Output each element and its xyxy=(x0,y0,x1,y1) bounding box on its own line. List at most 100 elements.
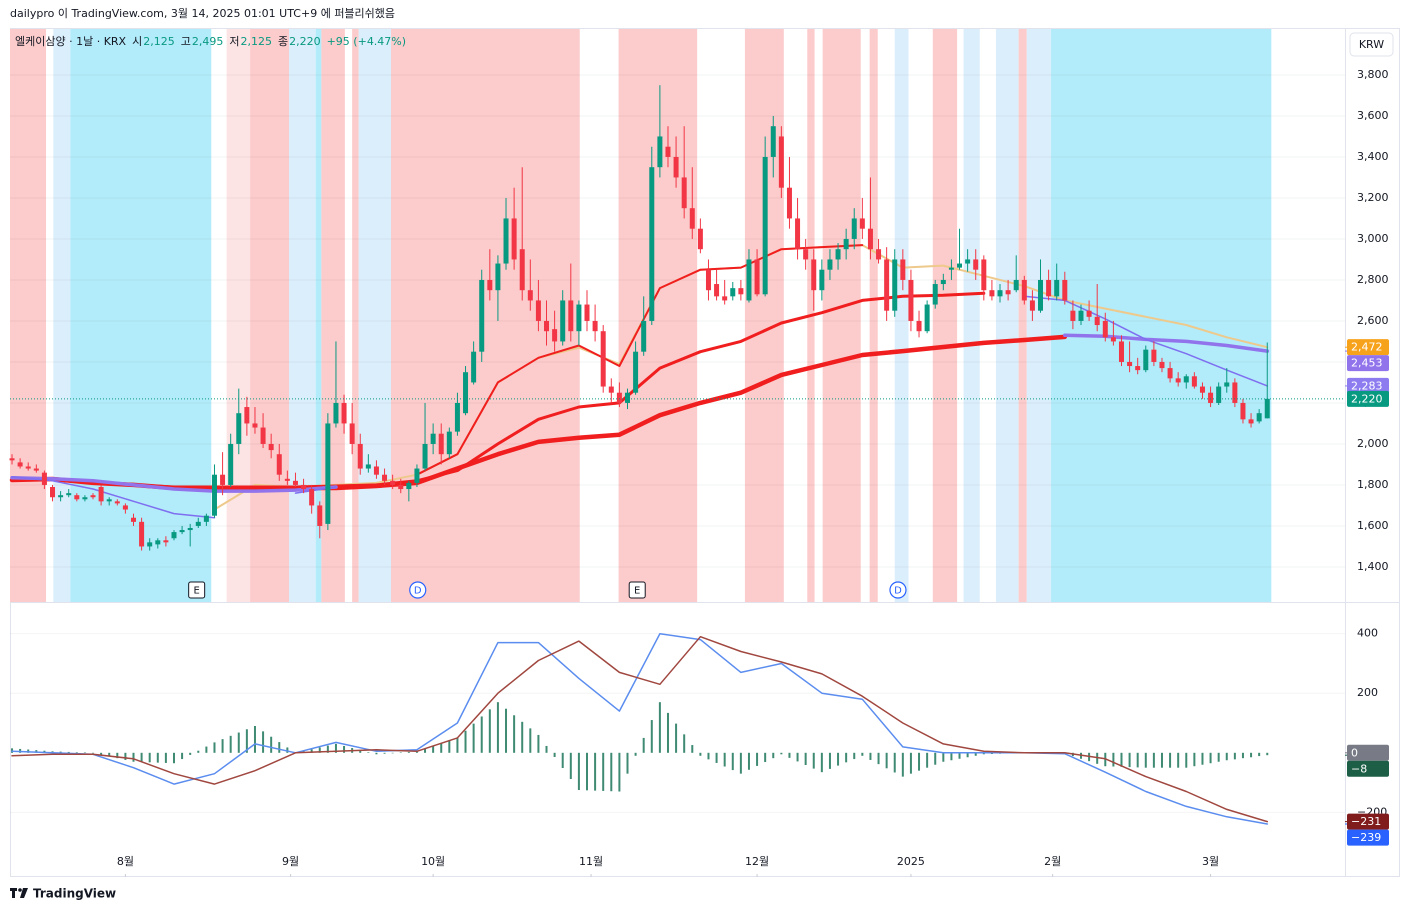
candle-body xyxy=(1021,279,1027,301)
y-tick-label: 3,800 xyxy=(1357,68,1389,81)
price-label-bg xyxy=(1347,390,1389,407)
candle-body xyxy=(940,279,946,285)
candle-body xyxy=(867,228,873,250)
histogram-bar xyxy=(586,752,589,791)
signal-band xyxy=(70,29,212,602)
candle-body xyxy=(592,320,598,332)
candle-body xyxy=(236,413,242,444)
y-tick-label: 3,200 xyxy=(1357,191,1389,204)
event-marker xyxy=(188,581,206,599)
price-label-bg xyxy=(1347,355,1389,372)
candle-body xyxy=(244,407,250,424)
price-label-bg xyxy=(1347,813,1389,830)
histogram-bar xyxy=(172,752,175,764)
candle-body xyxy=(1094,316,1100,326)
histogram-bar xyxy=(1144,752,1147,768)
histogram-bar xyxy=(569,752,572,780)
signal-band xyxy=(226,29,251,602)
indicator-line xyxy=(10,291,986,489)
candle-body xyxy=(948,267,954,270)
candle-body xyxy=(843,238,849,250)
histogram-bar xyxy=(1169,752,1172,768)
histogram-bar xyxy=(699,752,702,756)
published-note: dailypro 이 TradingView.com, 3월 14, 2025 … xyxy=(10,7,395,20)
histogram-bar xyxy=(156,752,159,763)
price-label: 2,283 xyxy=(1351,379,1383,392)
candle-body xyxy=(220,474,226,485)
candle-body xyxy=(1264,398,1270,419)
histogram-bar xyxy=(950,752,953,761)
histogram-bar xyxy=(642,737,645,753)
candle-body xyxy=(446,431,452,455)
candle-body xyxy=(819,269,825,291)
candle-body xyxy=(495,263,501,291)
candle-body xyxy=(1224,382,1230,387)
candle-body xyxy=(859,218,865,229)
candle-body xyxy=(228,443,234,485)
histogram-bar xyxy=(213,742,216,753)
price-label: −239 xyxy=(1351,831,1381,844)
histogram-bar xyxy=(658,702,661,753)
candle-body xyxy=(746,259,752,301)
price-label: 2,220 xyxy=(1351,392,1383,405)
currency-label[interactable]: KRW xyxy=(1359,38,1384,51)
candle-body xyxy=(58,495,64,498)
histogram-bar xyxy=(602,752,605,791)
histogram-bar xyxy=(594,752,597,791)
candle-body xyxy=(1248,419,1254,424)
histogram-bar xyxy=(278,742,281,753)
candle-body xyxy=(406,482,412,490)
candle-body xyxy=(876,249,882,260)
candle-body xyxy=(973,259,979,270)
signal-band xyxy=(894,29,909,602)
x-tick-label: 10월 xyxy=(421,855,445,868)
histogram-bar xyxy=(1250,752,1253,758)
histogram-bar xyxy=(464,730,467,753)
candle-body xyxy=(835,249,841,260)
event-label: D xyxy=(414,586,422,597)
candle-body xyxy=(754,259,760,295)
histogram-bar xyxy=(456,737,459,753)
candle-body xyxy=(527,290,533,301)
candle-body xyxy=(1191,376,1197,387)
histogram-bar xyxy=(610,752,613,792)
histogram-bar xyxy=(286,747,289,753)
candle-body xyxy=(1086,310,1092,317)
candle-body xyxy=(1151,349,1157,362)
y-tick-label: 200 xyxy=(1357,686,1378,699)
histogram-bar xyxy=(893,752,896,773)
footer-brand: TradingView xyxy=(33,887,116,901)
candle-body xyxy=(1240,402,1246,420)
histogram-bar xyxy=(691,745,694,753)
histogram-bar xyxy=(108,752,111,757)
candle-body xyxy=(276,454,282,475)
event-marker xyxy=(628,581,646,599)
candle-body xyxy=(511,218,517,260)
candle-body xyxy=(430,433,436,444)
legend-text: 저 xyxy=(229,35,239,48)
candle-body xyxy=(697,228,703,250)
y-tick-label: 2,800 xyxy=(1357,273,1389,286)
candle-body xyxy=(90,495,96,498)
candle-body xyxy=(414,468,420,483)
candle-body xyxy=(981,259,987,291)
histogram-bar xyxy=(432,745,435,753)
candle-body xyxy=(884,259,890,311)
candle-body xyxy=(778,136,784,188)
candle-body xyxy=(1029,300,1035,311)
histogram-bar xyxy=(747,752,750,770)
histogram-bar xyxy=(480,716,483,753)
histogram-bar xyxy=(804,752,807,766)
histogram-bar xyxy=(221,739,224,753)
histogram-bar xyxy=(1112,752,1115,767)
histogram-bar xyxy=(1160,752,1163,768)
candle-body xyxy=(284,478,290,481)
candle-body xyxy=(74,495,80,500)
candle-body xyxy=(1054,279,1060,297)
price-label-bg xyxy=(1347,760,1389,777)
histogram-bar xyxy=(707,752,710,760)
event-label: E xyxy=(634,586,640,597)
signal-band xyxy=(869,29,878,602)
currency-button[interactable] xyxy=(1349,32,1394,57)
histogram-bar xyxy=(148,752,151,763)
